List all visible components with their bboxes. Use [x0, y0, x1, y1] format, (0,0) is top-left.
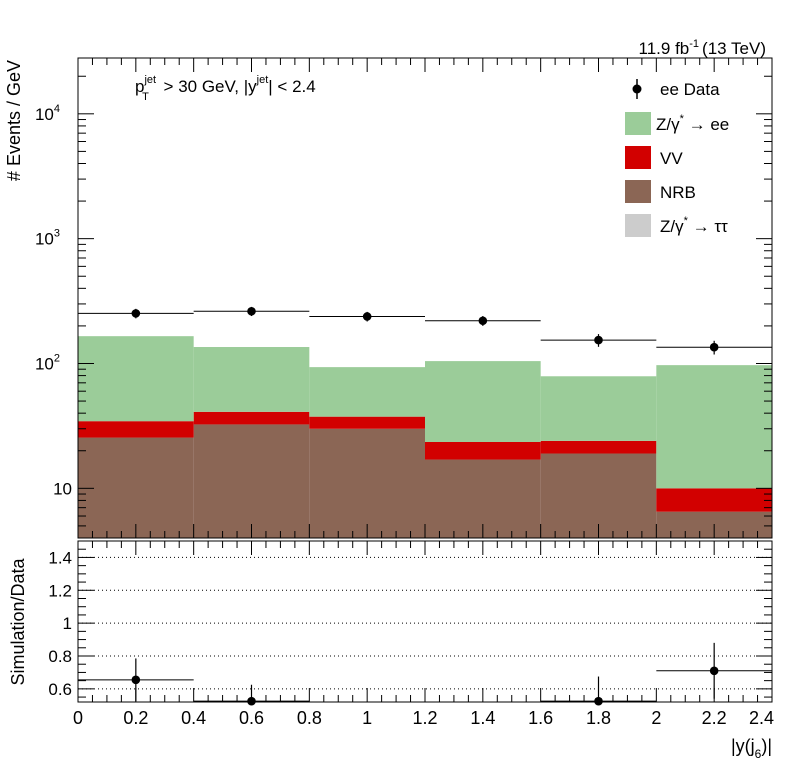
- data-point-2: [362, 312, 372, 321]
- data-point-3: [478, 316, 488, 326]
- ratio-ytick-label-3: 1.2: [48, 581, 72, 600]
- cut-label: pjet T > 30 GeV, |yjet| < 2.4: [135, 74, 316, 103]
- legend-label-ztt: Z/γ* → ττ: [660, 215, 728, 236]
- x-tick-label-10: 2: [651, 708, 661, 728]
- legend-entry-ztt: Z/γ* → ττ: [625, 214, 728, 237]
- bar-nrb-bin-2: [309, 428, 425, 538]
- legend-entry-vv: VV: [625, 146, 683, 169]
- legend-label-data: ee Data: [660, 80, 720, 99]
- legend: ee Data Z/γ* → ee VV NRB Z/γ* → ττ: [625, 79, 729, 237]
- bar-nrb-bin-0: [78, 437, 194, 538]
- legend-label-zee: Z/γ* → ee: [656, 113, 729, 134]
- x-axis-label: |y(j6)|: [731, 736, 772, 761]
- ratio-ytick-label-4: 1.4: [48, 548, 72, 567]
- bar-nrb-bin-4: [540, 453, 657, 538]
- x-tick-label-11: 2.2: [702, 708, 727, 728]
- ratio-plot-frame: [77, 540, 773, 703]
- bar-vv-bin-2: [309, 416, 425, 429]
- bar-zee-bin-3: [425, 361, 541, 443]
- legend-swatch-zee: [625, 112, 651, 135]
- bar-zee-bin-2: [309, 367, 425, 417]
- bar-vv-bin-1: [193, 411, 310, 425]
- main-y-axis-label: # Events / GeV: [4, 60, 24, 181]
- legend-data-marker: [632, 84, 642, 94]
- ratio-ytick-label-0: 0.6: [48, 680, 72, 699]
- main-ytick-label-2: 103: [35, 228, 60, 249]
- bar-nrb-bin-1: [193, 424, 310, 538]
- bar-vv-bin-3: [425, 442, 541, 460]
- data-point-4: [594, 335, 603, 345]
- main-ytick-label-1: 102: [35, 352, 60, 373]
- ratio-ytick-label-1: 0.8: [48, 647, 72, 666]
- ratio-point-0: [131, 675, 141, 685]
- x-tick-label-4: 0.8: [297, 708, 322, 728]
- x-tick-label-9: 1.8: [586, 708, 611, 728]
- legend-label-nrb: NRB: [660, 183, 696, 202]
- legend-swatch-vv: [625, 146, 651, 169]
- main-ytick-label-0: 10: [53, 479, 72, 498]
- x-tick-label-7: 1.4: [470, 708, 495, 728]
- legend-entry-zee: Z/γ* → ee: [625, 112, 729, 135]
- bar-vv-bin-4: [540, 440, 657, 454]
- ratio-point-3: [709, 666, 719, 676]
- x-tick-label-8: 1.6: [528, 708, 553, 728]
- bar-zee-bin-5: [656, 365, 772, 489]
- data-point-5: [709, 342, 719, 352]
- data-point-0: [131, 309, 141, 318]
- x-tick-label-0: 0: [73, 708, 83, 728]
- x-tick-label-12: 2.4: [749, 708, 774, 728]
- x-tick-label-3: 0.6: [239, 708, 264, 728]
- legend-label-vv: VV: [660, 149, 683, 168]
- main-ytick-label-3: 104: [35, 103, 60, 124]
- legend-entry-data: ee Data: [632, 79, 720, 99]
- bar-vv-bin-0: [78, 421, 194, 438]
- ratio-y-axis-label: Simulation/Data: [8, 557, 28, 685]
- x-tick-label-2: 0.4: [181, 708, 206, 728]
- x-tick-label-1: 0.2: [123, 708, 148, 728]
- x-tick-label-5: 1: [362, 708, 372, 728]
- x-tick-label-6: 1.2: [412, 708, 437, 728]
- legend-swatch-ztt: [625, 214, 651, 237]
- bar-zee-bin-0: [78, 336, 194, 422]
- legend-swatch-nrb: [625, 180, 651, 203]
- legend-entry-nrb: NRB: [625, 180, 696, 203]
- bar-vv-bin-5: [656, 488, 772, 512]
- ratio-ytick-label-2: 1: [63, 614, 72, 633]
- lumi-label: 11.9 fb-1 (13 TeV): [639, 38, 766, 58]
- bar-zee-bin-4: [540, 376, 657, 441]
- bar-zee-bin-1: [193, 347, 310, 412]
- data-point-1: [247, 306, 256, 316]
